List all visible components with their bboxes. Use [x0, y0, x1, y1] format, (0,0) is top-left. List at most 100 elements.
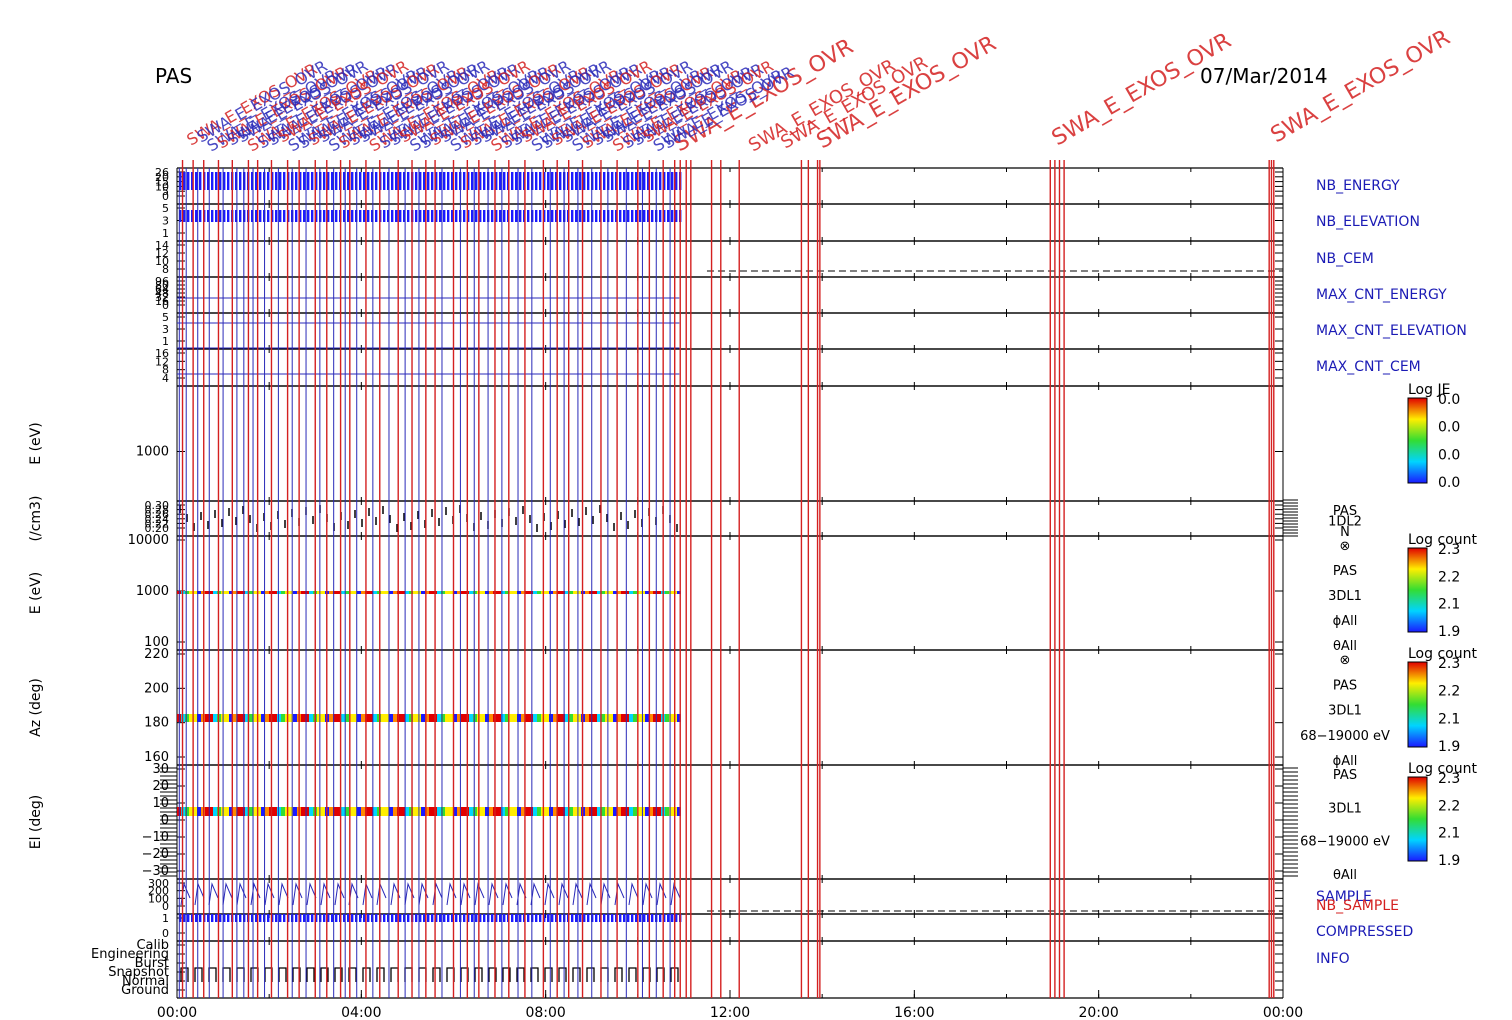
elevation-spectrogram-cell [369, 807, 373, 816]
azimuth-spectrogram-cell [545, 714, 549, 722]
y-axis-title: (/cm3) [28, 496, 44, 542]
compressed-bar [419, 914, 422, 922]
energy-spectrogram-cell [245, 591, 249, 594]
compressed-bar [635, 914, 638, 922]
nb-energy-bar [191, 172, 194, 190]
elevation-spectrogram-cell [449, 807, 453, 816]
energy-spectrogram-cell [669, 591, 673, 594]
nb-elevation-bar [663, 210, 666, 222]
y-tick-label: 12 [155, 355, 169, 368]
elevation-spectrogram-cell [429, 807, 433, 816]
compressed-bar [503, 914, 506, 922]
panel-label: INFO [1316, 951, 1350, 967]
panel-side-label: θAll [1333, 639, 1357, 654]
elevation-spectrogram-cell [665, 807, 669, 816]
compressed-bar [315, 914, 318, 922]
nb-elevation-bar [251, 210, 254, 222]
nb-energy-bar [311, 172, 314, 190]
y-tick-label: 1 [162, 335, 169, 348]
colorbar-title: Log count [1408, 646, 1477, 662]
energy-spectrogram-cell [577, 591, 581, 594]
compressed-bar [235, 914, 238, 922]
azimuth-spectrogram-cell [333, 714, 337, 722]
azimuth-spectrogram-cell [441, 714, 445, 722]
azimuth-spectrogram-cell [265, 714, 269, 722]
compressed-bar [463, 914, 466, 922]
compressed-bar [499, 914, 502, 922]
energy-spectrogram-cell [273, 591, 277, 594]
azimuth-spectrogram-cell [337, 714, 341, 722]
azimuth-spectrogram-cell [549, 714, 553, 722]
azimuth-spectrogram-cell [345, 714, 349, 722]
energy-spectrogram-cell [637, 591, 641, 594]
elevation-spectrogram-cell [445, 807, 449, 816]
elevation-spectrogram-cell [613, 807, 617, 816]
colorbar-title: Log JE [1408, 382, 1450, 398]
nb-elevation-bar [471, 210, 474, 222]
energy-spectrogram-cell [473, 591, 477, 594]
compressed-bar [623, 914, 626, 922]
compressed-bar [643, 914, 646, 922]
elevation-spectrogram-cell [209, 807, 213, 816]
nb-elevation-bar [539, 210, 542, 222]
compressed-bar [423, 914, 426, 922]
nb-elevation-bar [223, 210, 226, 222]
elevation-spectrogram-cell [341, 807, 345, 816]
elevation-spectrogram-cell [393, 807, 397, 816]
energy-spectrogram-cell [573, 591, 577, 594]
energy-spectrogram-cell [605, 591, 609, 594]
nb-energy-bar [543, 172, 546, 190]
y-tick-label: 26 [155, 166, 169, 179]
y-tick-label: 8 [162, 263, 169, 276]
panel-side-label: PAS [1333, 564, 1357, 579]
nb-elevation-bar [575, 210, 578, 222]
nb-energy-bar [551, 172, 554, 190]
nb-elevation-bar [255, 210, 258, 222]
nb-elevation-bar [219, 210, 222, 222]
compressed-bar [391, 914, 394, 922]
energy-spectrogram-cell [377, 591, 381, 594]
nb-elevation-bar [659, 210, 662, 222]
y-tick-label: 64 [155, 283, 169, 296]
y-tick-label: 80 [155, 279, 169, 292]
compressed-bar [479, 914, 482, 922]
azimuth-spectrogram-cell [277, 714, 281, 722]
nb-energy-bar [399, 172, 402, 190]
nb-energy-bar [499, 172, 502, 190]
azimuth-spectrogram-cell [401, 714, 405, 722]
energy-spectrogram-cell [401, 591, 405, 594]
elevation-spectrogram-cell [349, 807, 353, 816]
nb-energy-bar [323, 172, 326, 190]
y-tick-label: 30 [152, 762, 169, 777]
nb-energy-bar [519, 172, 522, 190]
y-tick-label: 16 [155, 347, 169, 360]
energy-spectrogram-cell [213, 591, 217, 594]
nb-energy-bar [615, 172, 618, 190]
nb-elevation-bar [423, 210, 426, 222]
energy-spectrogram-cell [613, 591, 617, 594]
elevation-spectrogram-cell [653, 807, 657, 816]
colorbar-tick-label: 2.3 [1438, 656, 1460, 672]
nb-energy-bar [431, 172, 434, 190]
azimuth-spectrogram-cell [341, 714, 345, 722]
nb-elevation-bar [259, 210, 262, 222]
panel-side-label: PAS [1333, 504, 1357, 519]
nb-energy-bar [355, 172, 358, 190]
x-axis: 00:00 04:00 08:00 12:00 16:00 20:00 00:00 [157, 990, 1303, 1020]
nb-elevation-bar [523, 210, 526, 222]
energy-spectrogram-cell [505, 591, 509, 594]
energy-spectrogram-cell [449, 591, 453, 594]
azimuth-spectrogram-cell [621, 714, 625, 722]
compressed-bar [519, 914, 522, 922]
nb-elevation-bar [559, 210, 562, 222]
energy-spectrogram-cell [621, 591, 625, 594]
nb-elevation-bar [335, 210, 338, 222]
nb-elevation-bar [215, 210, 218, 222]
nb-energy-bar [647, 172, 650, 190]
compressed-bar [415, 914, 418, 922]
azimuth-spectrogram-cell [245, 714, 249, 722]
elevation-spectrogram-cell [385, 807, 389, 816]
y-tick-label: 8 [162, 364, 169, 377]
